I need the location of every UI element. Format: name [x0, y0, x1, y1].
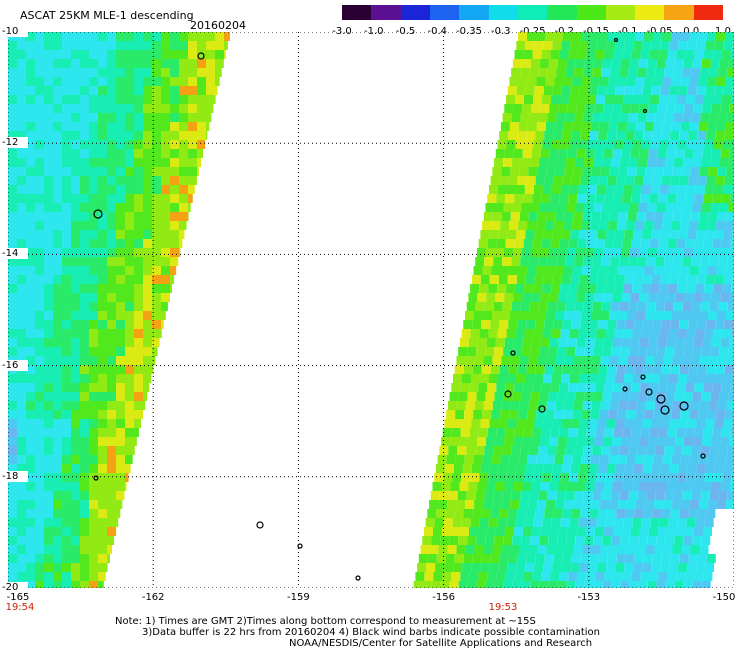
color-scale-label: -0.5	[395, 26, 416, 37]
longitude-label: -165	[6, 592, 30, 603]
footnote-line-1: Note: 1) Times are GMT 2)Times along bot…	[115, 616, 536, 627]
longitude-label: -153	[577, 592, 601, 603]
color-scale-bar	[342, 5, 724, 20]
island-outlines	[93, 37, 706, 581]
latitude-label: -18	[0, 470, 28, 482]
color-swatch	[517, 5, 548, 20]
swath-east	[413, 32, 734, 588]
color-swatch	[693, 5, 724, 20]
swath-time-label: 19:54	[5, 602, 35, 613]
footnote-line-2: 3)Data buffer is 22 hrs from 20160204 4)…	[142, 627, 600, 638]
color-scale-label: -0.4	[427, 26, 448, 37]
chart-date: 20160204	[190, 19, 246, 32]
swath-time-label: 19:53	[488, 602, 518, 613]
longitude-label: -162	[141, 592, 165, 603]
longitude-label: -156	[432, 592, 455, 603]
longitude-label: -150	[712, 592, 736, 603]
color-scale-label: -1.0	[363, 26, 384, 37]
color-swatch	[576, 5, 606, 20]
latitude-label: -20	[0, 582, 28, 593]
swath-west	[8, 32, 230, 588]
color-swatch	[459, 5, 489, 20]
latitude-label: -12	[0, 137, 28, 149]
footnote-line-3: NOAA/NESDIS/Center for Satellite Applica…	[289, 638, 593, 649]
lat-lon-grid	[8, 32, 734, 588]
color-scale-label: 1.0	[715, 26, 731, 37]
latitude-label: -14	[0, 248, 28, 260]
color-scale-label: -0.05	[646, 26, 673, 37]
color-scale-label: -0.1	[617, 26, 638, 37]
color-scale-label: -3.0	[332, 26, 352, 37]
color-swatch	[371, 5, 401, 20]
color-swatch	[547, 5, 577, 20]
map-plot-area	[8, 32, 734, 588]
color-swatch	[429, 5, 460, 20]
chart-title: ASCAT 25KM MLE-1 descending	[20, 9, 194, 22]
color-swatch	[488, 5, 518, 20]
color-swatch	[664, 5, 694, 20]
color-swatch	[400, 5, 430, 20]
color-swatch	[605, 5, 636, 20]
longitude-label: -159	[287, 592, 310, 603]
color-scale-label: 0.0	[683, 26, 700, 37]
color-swatch	[635, 5, 665, 20]
latitude-label: -10	[0, 26, 28, 37]
color-swatch	[342, 5, 372, 20]
swath-map	[8, 32, 734, 588]
latitude-label: -16	[0, 359, 28, 371]
